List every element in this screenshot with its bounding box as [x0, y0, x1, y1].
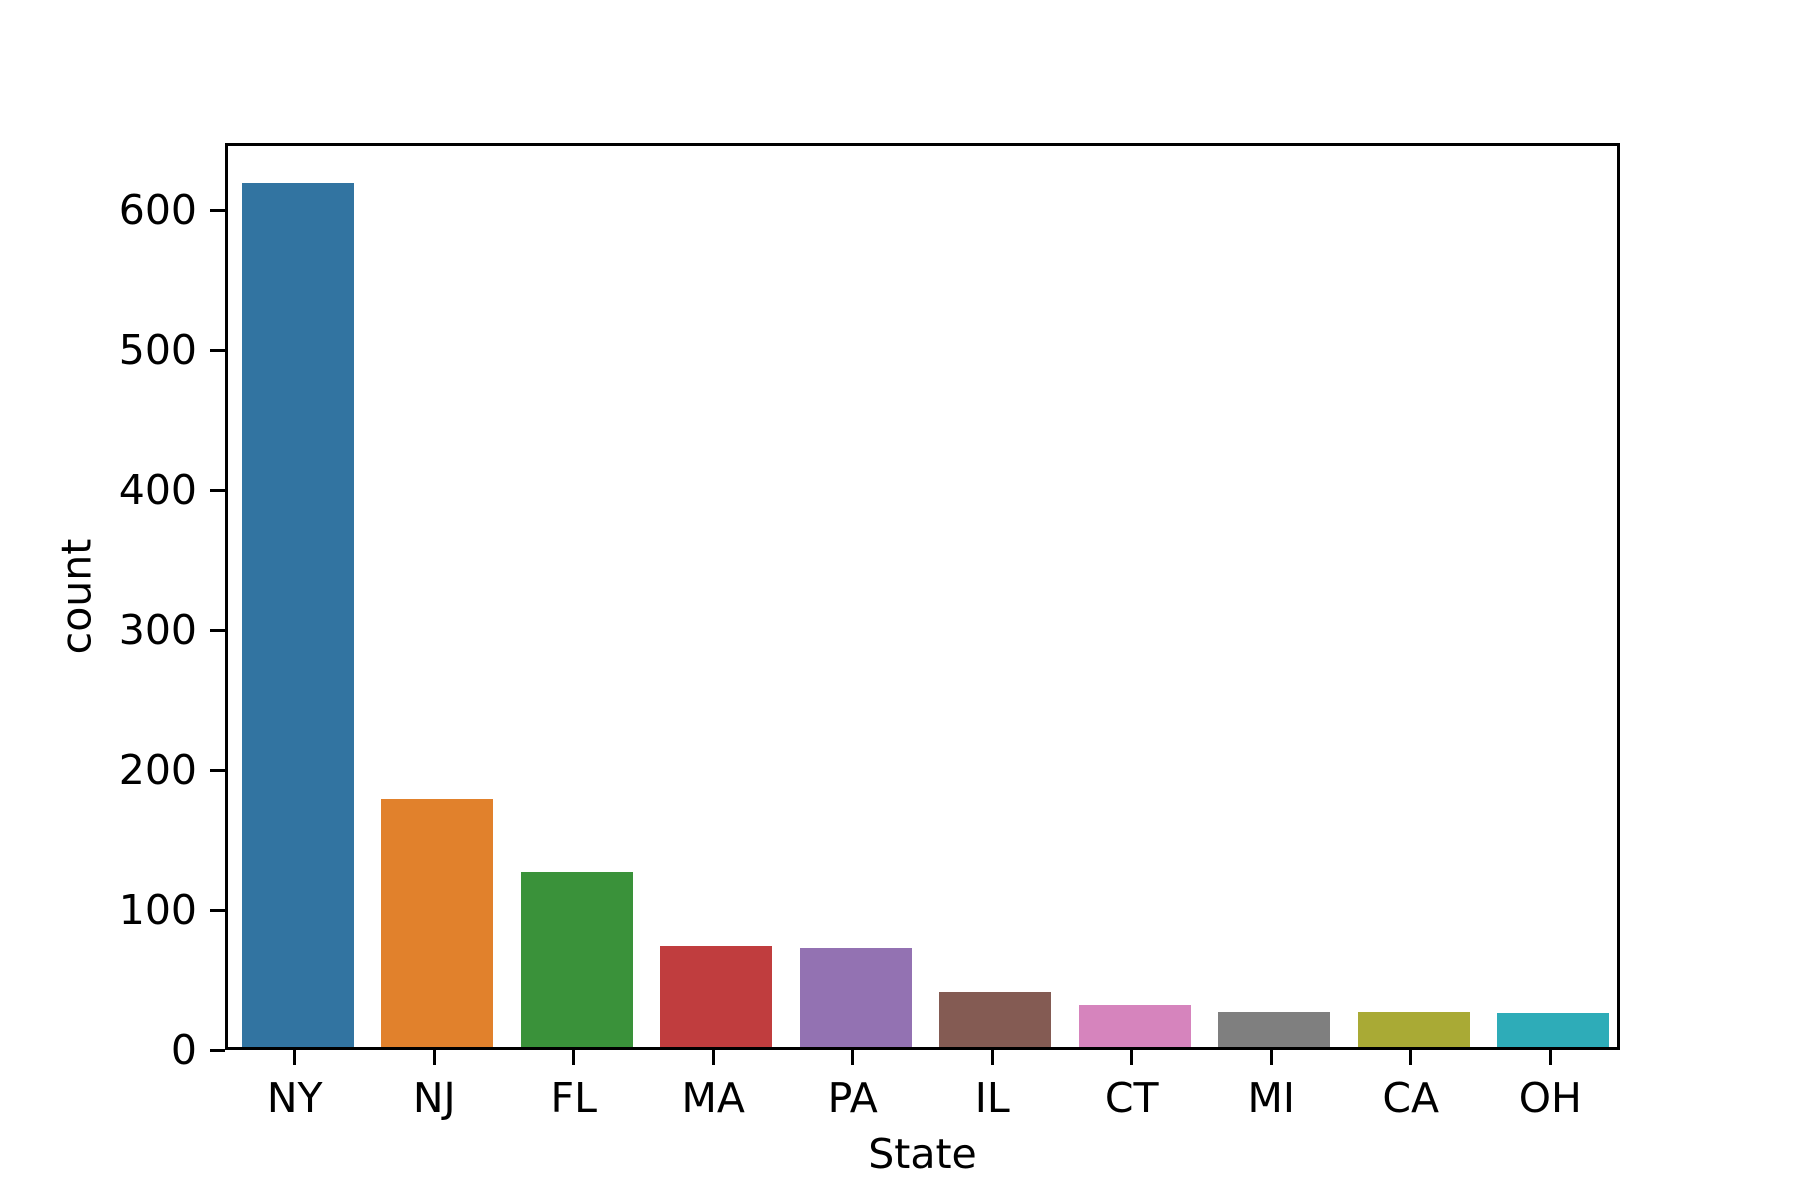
x-tick-mark-FL	[572, 1050, 576, 1065]
x-tick-label-FL: FL	[550, 1074, 597, 1122]
x-tick-mark-CT	[1130, 1050, 1134, 1065]
x-tick-mark-MI	[1269, 1050, 1273, 1065]
y-tick-mark-400	[210, 488, 225, 492]
bar-MA	[660, 946, 773, 1047]
y-tick-mark-100	[210, 908, 225, 912]
y-tick-mark-200	[210, 768, 225, 772]
x-tick-label-PA: PA	[827, 1074, 878, 1122]
x-tick-label-IL: IL	[974, 1074, 1010, 1122]
y-tick-mark-0	[210, 1048, 225, 1052]
x-axis-label: State	[868, 1130, 977, 1178]
y-tick-label-0: 0	[170, 1025, 197, 1074]
y-tick-label-200: 200	[118, 745, 197, 794]
x-tick-label-NJ: NJ	[412, 1074, 456, 1122]
x-tick-label-CT: CT	[1104, 1074, 1159, 1122]
x-tick-mark-CA	[1409, 1050, 1413, 1065]
bar-MI	[1218, 1012, 1331, 1047]
y-axis-label: count	[52, 538, 101, 655]
y-tick-mark-300	[210, 628, 225, 632]
x-tick-mark-MA	[711, 1050, 715, 1065]
y-tick-mark-600	[210, 208, 225, 212]
y-tick-label-500: 500	[118, 325, 197, 374]
x-tick-label-MI: MI	[1247, 1074, 1295, 1122]
x-tick-label-OH: OH	[1518, 1074, 1582, 1122]
x-tick-label-MA: MA	[681, 1074, 745, 1122]
x-tick-mark-OH	[1548, 1050, 1552, 1065]
bar-CA	[1357, 1012, 1470, 1047]
x-tick-label-CA: CA	[1382, 1074, 1440, 1122]
x-tick-mark-NY	[293, 1050, 297, 1065]
bar-IL	[939, 992, 1052, 1047]
bars-container	[228, 146, 1617, 1047]
x-tick-mark-NJ	[432, 1050, 436, 1065]
y-tick-label-100: 100	[118, 885, 197, 934]
bar-NJ	[381, 799, 494, 1047]
bar-CT	[1078, 1005, 1191, 1047]
bar-OH	[1497, 1013, 1610, 1047]
plot-area	[225, 143, 1620, 1050]
y-tick-label-400: 400	[118, 465, 197, 514]
x-tick-label-NY: NY	[266, 1074, 323, 1122]
bar-FL	[520, 872, 633, 1047]
x-tick-mark-IL	[990, 1050, 994, 1065]
y-tick-mark-500	[210, 348, 225, 352]
y-tick-label-600: 600	[118, 185, 197, 234]
bar-PA	[799, 947, 912, 1047]
x-tick-mark-PA	[851, 1050, 855, 1065]
bar-NY	[241, 183, 354, 1047]
